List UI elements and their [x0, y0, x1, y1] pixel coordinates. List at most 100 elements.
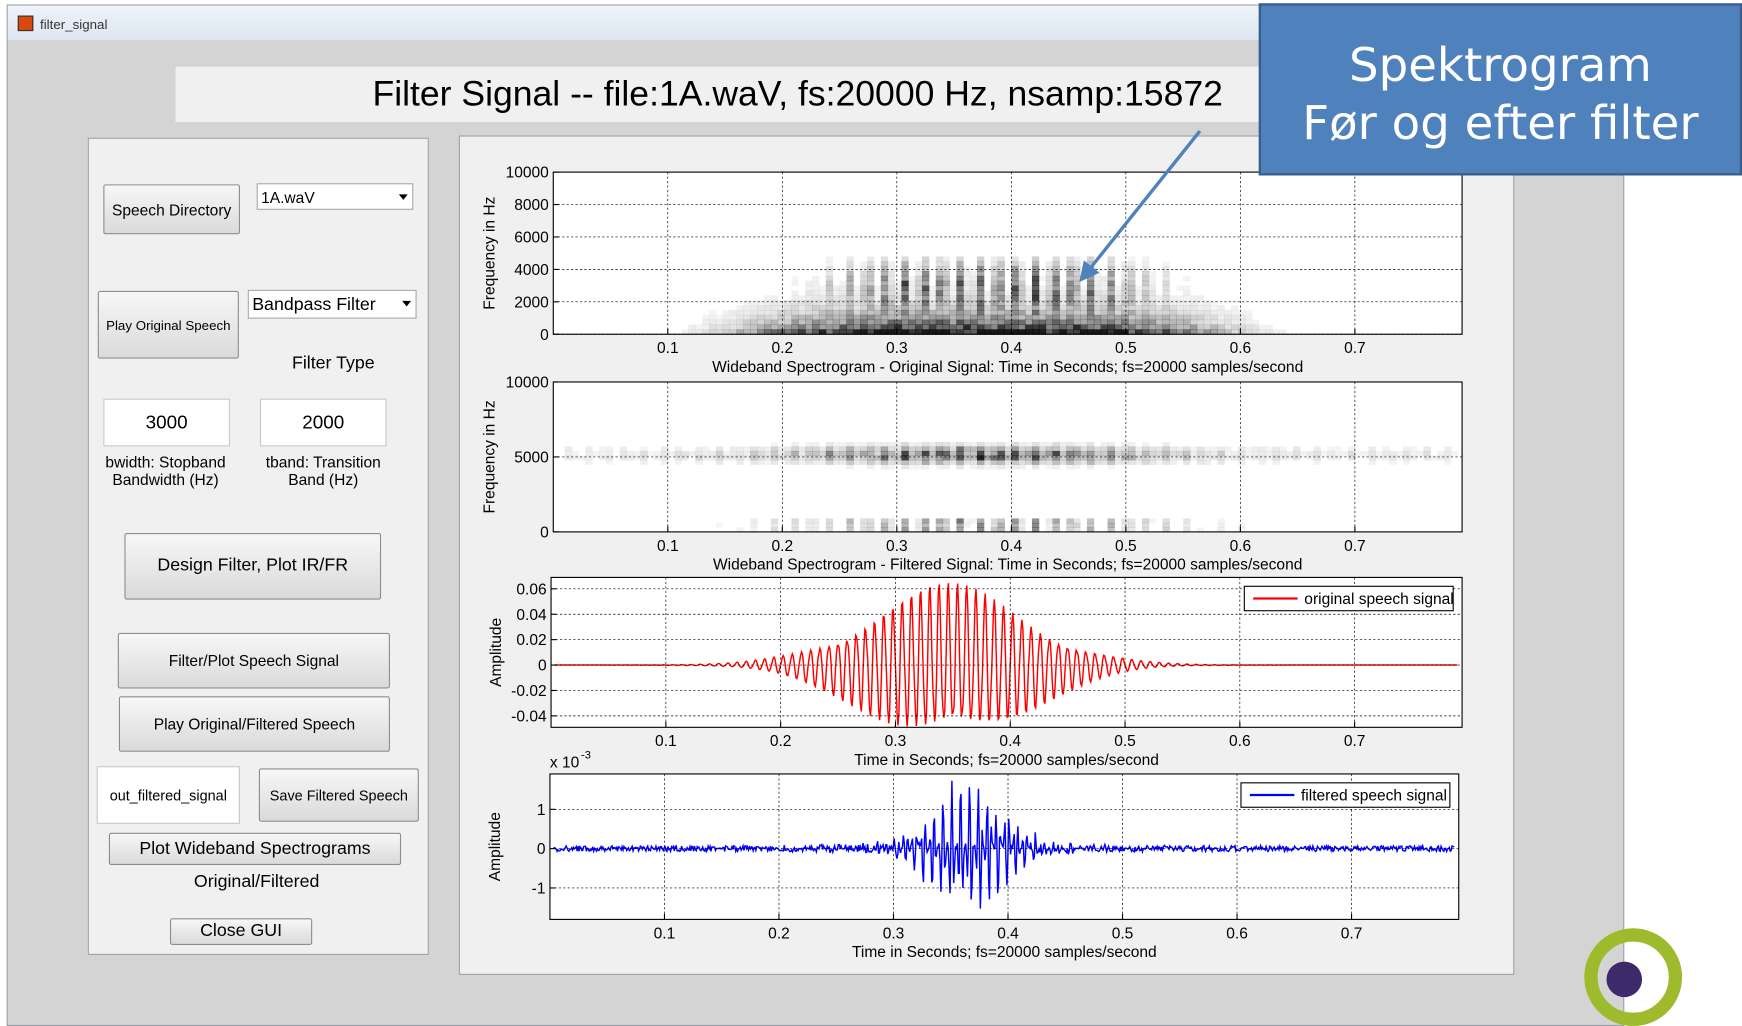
spectrogram-cell: [626, 455, 634, 461]
spectrogram-cell: [1189, 446, 1198, 452]
spectrogram-cell: [1210, 450, 1218, 456]
spectrogram-cell: [1100, 450, 1108, 456]
spectrogram-cell: [1244, 324, 1253, 330]
spectrogram-cell: [1265, 329, 1273, 335]
spectrogram-cell: [1066, 275, 1074, 282]
spectrogram-cell: [1086, 527, 1095, 533]
spectrogram-cell: [1093, 446, 1102, 452]
filter-plot-button[interactable]: Filter/Plot Speech Signal: [117, 632, 390, 689]
spectrogram-cell: [791, 319, 799, 325]
spectrogram-cell: [1031, 314, 1040, 321]
spectrogram-cell: [915, 518, 923, 524]
spectrogram-cell: [1135, 329, 1143, 335]
spectrogram-label: Original/Filtered: [193, 872, 320, 892]
spectrogram-cell: [990, 280, 999, 287]
speech-directory-button[interactable]: Speech Directory: [103, 184, 240, 235]
x-tick-label: 0.1: [654, 925, 676, 942]
spectrogram-cell: [1100, 295, 1108, 301]
spectrogram-cell: [997, 522, 1005, 528]
spectrogram-cell: [997, 518, 1005, 524]
filter-dropdown[interactable]: Bandpass Filter: [247, 289, 417, 319]
spectrogram-cell: [1258, 455, 1267, 461]
spectrogram-cell: [1052, 285, 1060, 291]
spectrogram-cell: [1224, 450, 1232, 456]
spectrogram-cell: [901, 455, 909, 461]
spectrogram-cell: [915, 290, 923, 296]
save-button[interactable]: Save Filtered Speech: [258, 768, 419, 822]
spectrogram-cell: [1059, 441, 1067, 447]
close-button[interactable]: Close GUI: [169, 918, 313, 945]
play-original-button[interactable]: Play Original Speech: [97, 290, 239, 359]
plot-spectrograms-button[interactable]: Plot Wideband Spectrograms: [108, 832, 402, 866]
spectrogram-cell: [1155, 324, 1163, 330]
y-axis-label: Amplitude: [488, 618, 505, 687]
spectrogram-cell: [963, 522, 971, 528]
spectrogram-cell: [599, 455, 607, 461]
spectrogram-cell: [1121, 441, 1129, 447]
spectrogram-cell: [1080, 459, 1088, 465]
spectrogram-cell: [1045, 450, 1054, 456]
spectrogram-cell: [867, 455, 875, 461]
spectrogram-cell: [942, 290, 950, 296]
spectrogram-cell: [1183, 450, 1191, 456]
spectrogram-cell: [1073, 256, 1081, 262]
tband-input[interactable]: 2000: [259, 398, 387, 447]
spectrogram-cell: [846, 455, 854, 461]
spectrogram-cell: [1135, 459, 1143, 465]
spectrogram-cell: [922, 300, 930, 306]
spectrogram-cell: [1080, 329, 1088, 335]
output-name-input[interactable]: out_filtered_signal: [96, 766, 240, 824]
spectrogram-cell: [571, 450, 579, 456]
spectrogram-cell: [832, 459, 841, 465]
spectrogram-cell: [715, 319, 724, 325]
spectrogram-cell: [887, 295, 895, 301]
spectrogram-cell: [702, 324, 710, 330]
spectrogram-cell: [867, 518, 875, 524]
design-filter-button[interactable]: Design Filter, Plot IR/FR: [124, 532, 382, 600]
spectrogram-cell: [846, 295, 854, 301]
axis-exponent-power: -3: [581, 749, 591, 761]
x-tick-label: 0.7: [1344, 340, 1366, 357]
spectrogram-cell: [860, 271, 868, 277]
spectrogram-cell: [894, 280, 902, 287]
spectrogram-cell: [1409, 455, 1418, 461]
play-both-button[interactable]: Play Original/Filtered Speech: [118, 696, 390, 752]
spectrogram-cell: [983, 329, 992, 335]
spectrogram-cell: [1093, 285, 1102, 291]
spectrogram-cell: [805, 285, 813, 291]
spectrogram-cell: [1251, 324, 1260, 330]
spectrogram-cell: [1162, 309, 1170, 316]
spectrogram-cell: [915, 459, 923, 465]
spectrogram-cell: [1059, 300, 1067, 306]
spectrogram-cell: [997, 446, 1005, 452]
spectrogram-cell: [605, 455, 614, 461]
spectrogram-cell: [1169, 459, 1177, 465]
spectrogram-cell: [983, 290, 992, 296]
spectrogram-cell: [1231, 305, 1239, 311]
spectrogram-cell: [1361, 450, 1370, 456]
spectrogram-cell: [1093, 300, 1102, 306]
bwidth-input[interactable]: 3000: [103, 398, 230, 447]
spectrogram-cell: [867, 464, 875, 470]
spectrogram-cell: [846, 309, 854, 316]
spectrogram-cell: [1052, 319, 1060, 325]
spectrogram-cell: [1444, 455, 1452, 461]
spectrogram-cell: [901, 314, 909, 321]
spectrogram-cell: [949, 324, 957, 330]
spectrogram-cell: [846, 290, 854, 296]
x-tick-label: 0.5: [1114, 733, 1136, 750]
spectrogram-cell: [1128, 527, 1136, 533]
spectrogram-cell: [1100, 300, 1108, 306]
spectrogram-cell: [1162, 266, 1170, 272]
spectrogram-cell: [777, 314, 786, 321]
spectrogram-cell: [1189, 319, 1198, 325]
file-dropdown[interactable]: 1A.waV: [256, 183, 414, 210]
spectrogram-cell: [1025, 455, 1033, 461]
spectrogram-cell: [791, 295, 799, 301]
spectrogram-cell: [770, 441, 779, 447]
spectrogram-cell: [860, 261, 868, 267]
spectrogram-cell: [825, 455, 834, 461]
spectrogram-cell: [915, 275, 923, 282]
spectrogram-cell: [1128, 305, 1136, 311]
spectrogram-cell: [1100, 309, 1108, 316]
